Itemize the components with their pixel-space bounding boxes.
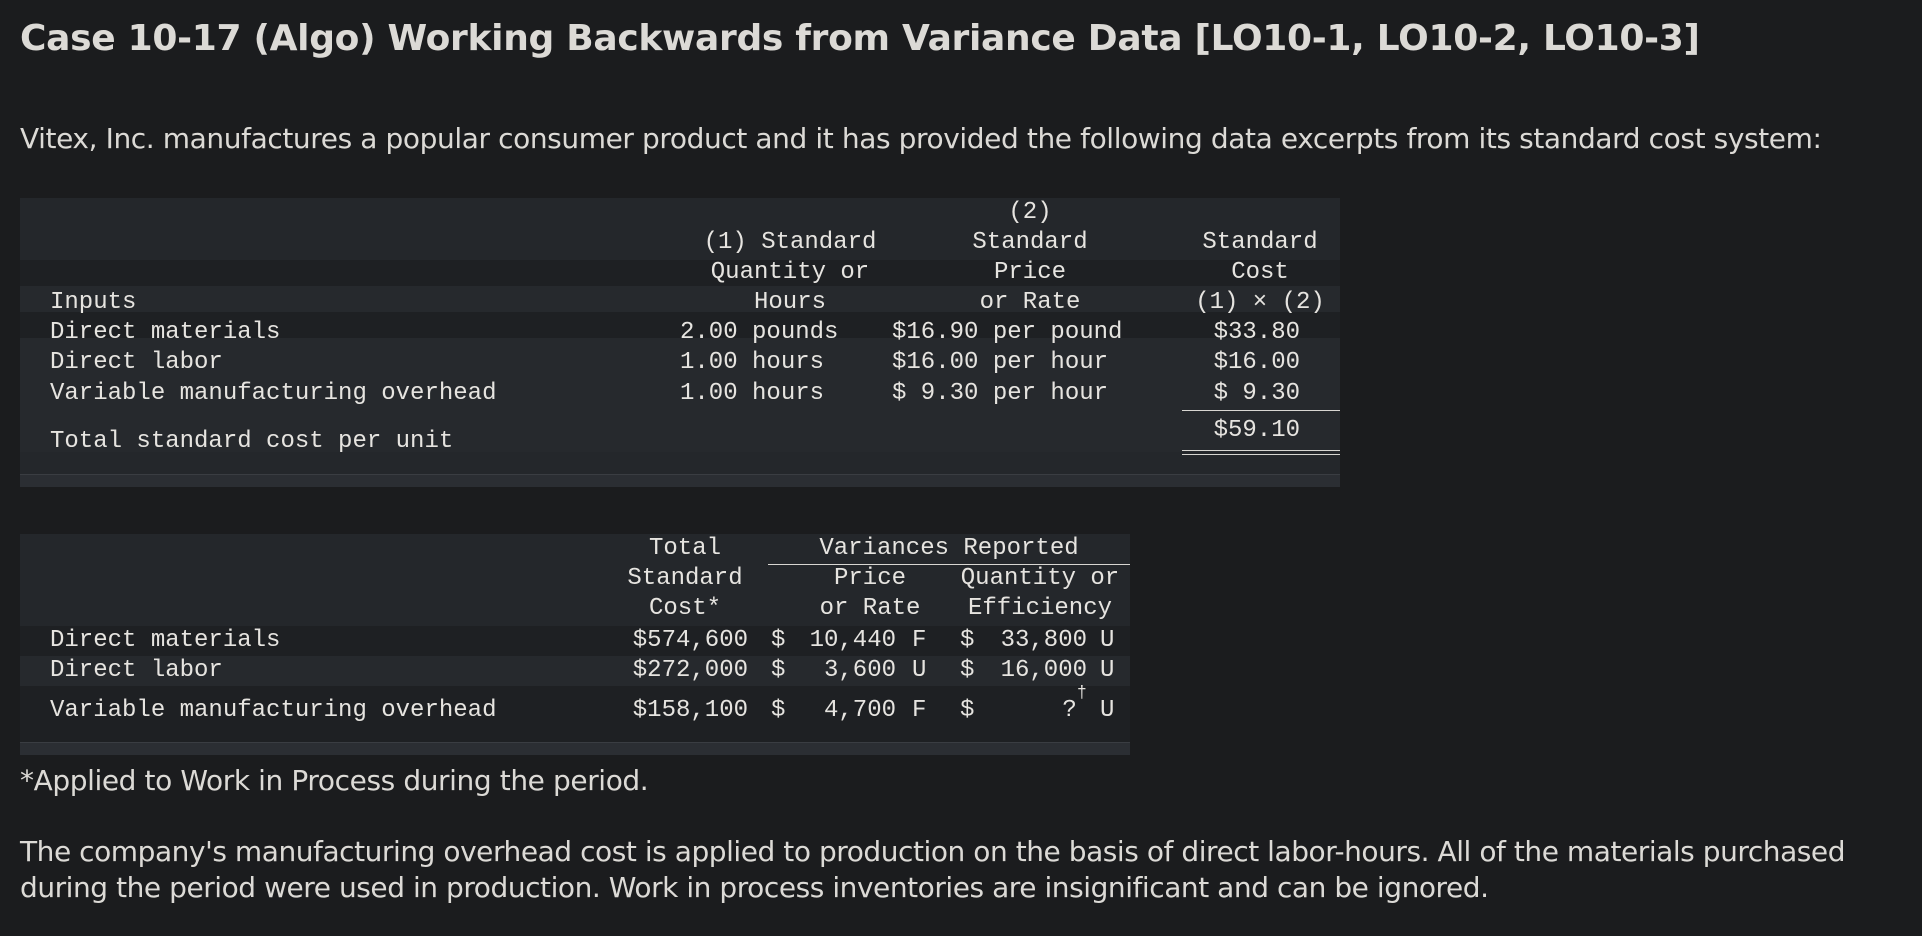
standard-cost-table: Inputs (1) Standard Quantity or Hours (2… [20, 198, 1340, 487]
table-footer-bar [20, 474, 1340, 487]
table-row-band [20, 686, 1130, 742]
row-total-cost: $158,100 [632, 697, 748, 724]
row-input-label: Direct materials [50, 319, 281, 346]
header-total-line2: Standard [627, 565, 743, 592]
row-price-flag: U [912, 657, 927, 684]
body-paragraph: The company's manufacturing overhead cos… [20, 835, 1846, 904]
table-row-band [20, 260, 1340, 286]
row-input-label: Variable manufacturing overhead [50, 380, 497, 407]
header-price-line4: or Rate [979, 289, 1081, 316]
header-inputs: Inputs [50, 289, 137, 316]
row-cost: $ 9.30 [1213, 380, 1300, 407]
header-price-line1: Price [833, 565, 906, 592]
subtotal-rule [1182, 410, 1340, 411]
row-quantity: 1.00 hours [680, 349, 825, 376]
row-qty-unknown: ?† [975, 685, 1087, 726]
header-quantity-line3: Hours [753, 289, 826, 316]
row-input-label: Variable manufacturing overhead [50, 697, 497, 724]
row-price-flag: F [912, 697, 927, 724]
header-cost-line1: Standard [1202, 229, 1318, 256]
variance-table: Total Standard Cost* Variances Reported … [20, 534, 1130, 755]
row-qty-flag: U [1100, 627, 1115, 654]
unknown-value: ? [1062, 697, 1077, 724]
total-cost: $59.10 [1213, 417, 1300, 444]
table-row-band [20, 656, 1130, 686]
total-double-rule [1182, 450, 1340, 455]
row-total-cost: $272,000 [632, 657, 748, 684]
row-cost: $33.80 [1213, 319, 1300, 346]
row-qty-flag: U [1100, 697, 1115, 724]
intro-text: Vitex, Inc. manufactures a popular consu… [20, 122, 1822, 155]
row-cost: $16.00 [1213, 349, 1300, 376]
row-quantity: 2.00 pounds [680, 319, 839, 346]
row-quantity: 1.00 hours [680, 380, 825, 407]
header-total-line3: Cost* [648, 595, 721, 622]
total-label: Total standard cost per unit [50, 428, 454, 455]
row-qty-dollar: $ [960, 657, 975, 684]
row-qty-value: 33,800 [1000, 627, 1087, 654]
header-total-line1: Total [648, 535, 721, 562]
row-qty-flag: U [1100, 657, 1115, 684]
row-input-label: Direct labor [50, 657, 223, 684]
page-title: Case 10-17 (Algo) Working Backwards from… [20, 18, 1700, 59]
dagger-footnote-mark: † [1076, 684, 1087, 703]
row-price-dollar: $ [771, 697, 786, 724]
row-price: $16.90 per pound [892, 319, 1123, 346]
header-cost-line2: Cost [1231, 259, 1289, 286]
header-quantity-line1: (1) Standard [703, 229, 877, 256]
row-qty-value: 16,000 [1000, 657, 1087, 684]
header-variances-group: Variances Reported [819, 535, 1079, 562]
row-price-flag: F [912, 627, 927, 654]
row-price-value: 10,440 [809, 627, 896, 654]
header-price-line2: Standard [972, 229, 1088, 256]
group-underline [768, 564, 1130, 565]
table-row-band [20, 338, 1340, 452]
header-price-line3: Price [993, 259, 1066, 286]
header-price-line1: (2) [1008, 199, 1052, 226]
row-price-value: 3,600 [823, 657, 896, 684]
row-price-dollar: $ [771, 657, 786, 684]
row-price-value: 4,700 [823, 697, 896, 724]
header-quantity-line2: Quantity or [710, 259, 870, 286]
header-cost-line3: (1) × (2) [1195, 289, 1325, 316]
row-qty-dollar: $ [960, 697, 975, 724]
table-row-band [20, 312, 1340, 338]
row-total-cost: $574,600 [632, 627, 748, 654]
row-input-label: Direct materials [50, 627, 281, 654]
row-qty-dollar: $ [960, 627, 975, 654]
table-row-band [20, 626, 1130, 656]
row-price: $ 9.30 per hour [892, 380, 1109, 407]
header-qty-line2: Efficiency [967, 595, 1113, 622]
row-price: $16.00 per hour [892, 349, 1109, 376]
row-price-dollar: $ [771, 627, 786, 654]
table-footer-bar [20, 742, 1130, 755]
header-price-line2: or Rate [819, 595, 921, 622]
header-qty-line1: Quantity or [960, 565, 1120, 592]
footnote: *Applied to Work in Process during the p… [20, 764, 649, 797]
table-row-band [20, 286, 1340, 312]
row-input-label: Direct labor [50, 349, 223, 376]
